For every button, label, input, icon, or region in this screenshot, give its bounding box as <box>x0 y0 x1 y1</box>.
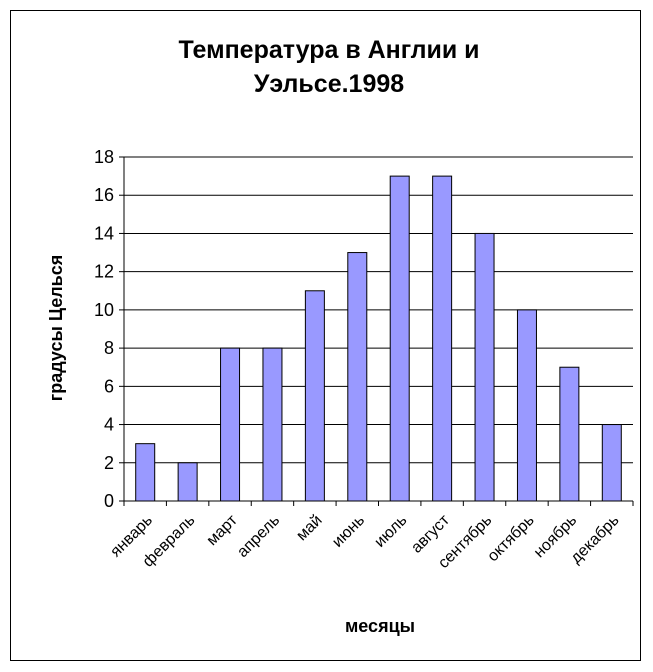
bar-7 <box>432 175 453 502</box>
bars <box>135 175 622 502</box>
x-tick-label-4: май <box>293 512 325 544</box>
bar-9 <box>516 309 537 502</box>
bar-5 <box>347 252 368 502</box>
bar-3 <box>262 347 283 502</box>
gridlines <box>124 156 633 464</box>
y-tick-label-2: 2 <box>104 453 114 473</box>
x-tick-label-5: июнь <box>329 512 368 551</box>
y-tick-label-16: 16 <box>94 185 114 205</box>
bar-2 <box>220 347 241 502</box>
bar-1 <box>177 462 198 502</box>
chart-title-line-1: Температура в Англии и <box>178 36 479 64</box>
x-axis-title: месяцы <box>345 616 415 636</box>
y-tick-label-14: 14 <box>94 223 114 243</box>
axes <box>119 156 634 506</box>
bar-10 <box>559 366 580 502</box>
y-tick-label-4: 4 <box>104 415 114 435</box>
x-tick-label-2: март <box>204 511 242 549</box>
bar-11 <box>601 424 622 502</box>
y-tick-label-12: 12 <box>94 262 114 282</box>
y-tick-label-0: 0 <box>104 491 114 511</box>
y-tick-label-6: 6 <box>104 376 114 396</box>
y-tick-labels: 0 2 4 6 8 10 12 14 16 18 <box>94 147 114 511</box>
bar-6 <box>389 175 410 502</box>
bar-4 <box>304 290 325 502</box>
y-axis-title: градусы Целься <box>46 255 66 402</box>
y-tick-label-18: 18 <box>94 147 114 167</box>
y-tick-label-10: 10 <box>94 300 114 320</box>
x-tick-label-3: апрель <box>234 512 283 561</box>
x-tick-label-9: октябрь <box>484 512 537 565</box>
x-tick-label-6: июль <box>371 512 410 551</box>
bar-0 <box>135 443 156 502</box>
bar-8 <box>474 232 495 502</box>
y-tick-label-8: 8 <box>104 338 114 358</box>
chart-title-line-2: Уэльсе.1998 <box>254 70 404 98</box>
